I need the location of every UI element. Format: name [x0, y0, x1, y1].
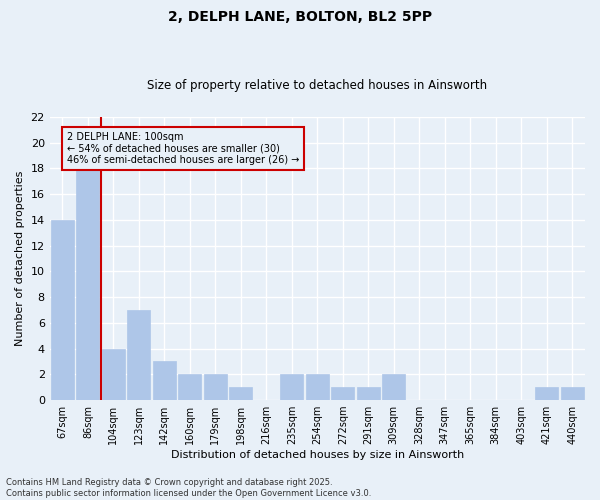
- Bar: [76, 168, 100, 400]
- Bar: [306, 374, 329, 400]
- Text: 2 DELPH LANE: 100sqm
← 54% of detached houses are smaller (30)
46% of semi-detac: 2 DELPH LANE: 100sqm ← 54% of detached h…: [67, 132, 299, 166]
- Bar: [178, 374, 202, 400]
- Bar: [229, 387, 253, 400]
- Text: Contains HM Land Registry data © Crown copyright and database right 2025.
Contai: Contains HM Land Registry data © Crown c…: [6, 478, 371, 498]
- Bar: [331, 387, 354, 400]
- Bar: [382, 374, 405, 400]
- Bar: [102, 348, 125, 400]
- Text: 2, DELPH LANE, BOLTON, BL2 5PP: 2, DELPH LANE, BOLTON, BL2 5PP: [168, 10, 432, 24]
- Bar: [204, 374, 227, 400]
- Bar: [153, 362, 176, 400]
- Bar: [280, 374, 304, 400]
- Bar: [561, 387, 584, 400]
- X-axis label: Distribution of detached houses by size in Ainsworth: Distribution of detached houses by size …: [171, 450, 464, 460]
- Bar: [535, 387, 558, 400]
- Bar: [127, 310, 151, 400]
- Bar: [357, 387, 380, 400]
- Bar: [51, 220, 74, 400]
- Title: Size of property relative to detached houses in Ainsworth: Size of property relative to detached ho…: [147, 79, 487, 92]
- Y-axis label: Number of detached properties: Number of detached properties: [15, 170, 25, 346]
